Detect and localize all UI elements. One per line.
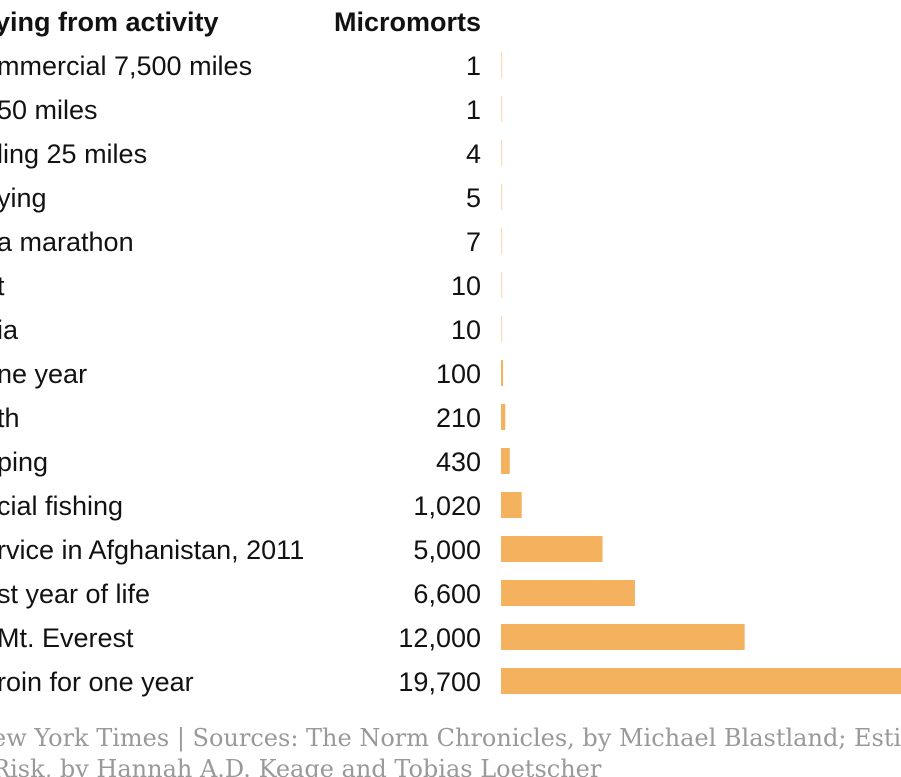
micromort-value-label: 6,600 (413, 579, 481, 609)
activity-label: rvice in Afghanistan, 2011 (0, 535, 304, 565)
micromort-bar (501, 316, 503, 342)
micromort-value-label: 12,000 (398, 623, 481, 653)
activity-label: mmercial 7,500 miles (0, 51, 252, 81)
micromort-bar (501, 96, 503, 122)
activity-label: cial fishing (0, 491, 123, 521)
activity-label: 50 miles (0, 95, 98, 125)
micromort-bar (501, 448, 510, 474)
micromort-bar (501, 228, 503, 254)
activity-label: ling 25 miles (0, 139, 147, 169)
source-line-2: Risk, by Hannah A.D. Keage and Tobias Lo… (0, 755, 602, 777)
activity-label: t (0, 271, 5, 301)
micromort-bar (501, 52, 503, 78)
source-line-1: ew York Times | Sources: The Norm Chroni… (0, 724, 901, 753)
label-column-header: ying from activity (0, 7, 219, 37)
micromort-value-label: 430 (436, 447, 481, 477)
micromort-value-label: 5 (466, 183, 481, 213)
micromort-value-label: 210 (436, 403, 481, 433)
micromort-value-label: 7 (466, 227, 481, 257)
activity-label: ne year (0, 359, 87, 389)
activity-label: ying (0, 183, 47, 213)
activity-label: Mt. Everest (0, 623, 134, 653)
micromort-bar (501, 580, 636, 606)
activity-label: st year of life (0, 579, 150, 609)
micromort-value-label: 1 (466, 95, 481, 125)
micromort-bar (501, 272, 503, 298)
activity-label: a marathon (0, 227, 134, 257)
micromort-value-label: 5,000 (413, 535, 481, 565)
activity-label: roin for one year (0, 667, 194, 697)
activity-label: ping (0, 447, 48, 477)
activity-label: th (0, 403, 20, 433)
micromort-bar (501, 668, 901, 694)
bar-rows: mmercial 7,500 miles 1 50 miles 1 ling 25 mi… (0, 51, 901, 697)
micromort-value-label: 19,700 (398, 667, 481, 697)
micromort-value-label: 1,020 (413, 491, 481, 521)
micromort-bar (501, 140, 503, 166)
micromort-bar (501, 492, 522, 518)
micromort-bar (501, 536, 603, 562)
micromort-bar (501, 404, 506, 430)
micromort-value-label: 10 (451, 271, 481, 301)
micromort-bar (501, 184, 503, 210)
micromort-value-label: 10 (451, 315, 481, 345)
micromort-value-label: 4 (466, 139, 481, 169)
micromort-bar (501, 360, 504, 386)
value-column-header: Micromorts (334, 7, 481, 37)
micromort-value-label: 100 (436, 359, 481, 389)
activity-label: ia (0, 315, 19, 345)
micromort-bar (501, 624, 745, 650)
micromort-value-label: 1 (466, 51, 481, 81)
